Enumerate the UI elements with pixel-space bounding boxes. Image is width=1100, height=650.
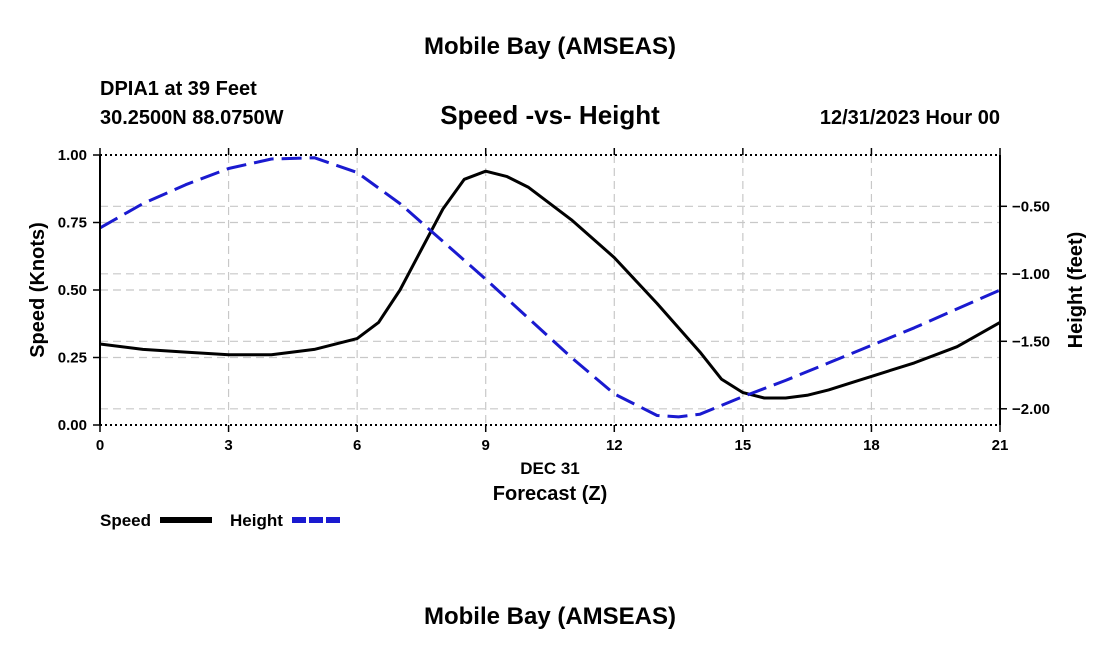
y-left-tick-label: 0.75 <box>58 215 87 232</box>
y-left-tick-label: 0.25 <box>58 350 87 367</box>
x-tick-label: 0 <box>96 437 104 454</box>
y-axis-right-label: Height (feet) <box>1065 232 1087 349</box>
series-layer <box>99 156 1001 419</box>
plot-frame <box>99 154 1001 426</box>
legend-height-label: Height <box>230 511 283 530</box>
chart-subtitle: Speed -vs- Height <box>440 100 660 130</box>
y-right-tick-label: −1.00 <box>1012 266 1050 283</box>
series-line-height <box>99 156 1001 419</box>
footer-title: Mobile Bay (AMSEAS) <box>424 603 676 630</box>
x-tick-label: 15 <box>735 437 752 454</box>
y-left-tick-label: 1.00 <box>58 147 87 164</box>
series-line-speed <box>99 169 1001 400</box>
y-left-tick-label: 0.50 <box>58 282 87 299</box>
ticks: 0 3 6 9 12 15 18 21 0.00 0.25 0.50 0.75 1.00 −2.00 −1.… <box>58 147 1050 454</box>
station-label: DPIA1 at 39 Feet <box>100 78 257 100</box>
y-axis-left-label: Speed (Knots) <box>27 222 49 358</box>
x-tick-label: 18 <box>863 437 880 454</box>
legend: Speed Height <box>100 511 342 530</box>
y-left-tick-label: 0.00 <box>58 417 87 434</box>
y-right-tick-label: −1.50 <box>1012 333 1050 350</box>
y-right-tick-label: −2.00 <box>1012 401 1050 418</box>
x-axis-date-label: DEC 31 <box>520 459 580 478</box>
location-label: 30.2500N 88.0750W <box>100 107 284 129</box>
x-tick-label: 9 <box>482 437 490 454</box>
legend-speed-label: Speed <box>100 511 151 530</box>
x-axis-label: Forecast (Z) <box>493 483 607 505</box>
datetime-label: 12/31/2023 Hour 00 <box>820 107 1000 129</box>
x-tick-label: 12 <box>606 437 623 454</box>
grid <box>100 155 1000 425</box>
x-tick-label: 6 <box>353 437 361 454</box>
x-tick-label: 21 <box>992 437 1009 454</box>
chart-title: Mobile Bay (AMSEAS) <box>424 33 676 60</box>
x-tick-label: 3 <box>224 437 232 454</box>
y-right-tick-label: −0.50 <box>1012 198 1050 215</box>
